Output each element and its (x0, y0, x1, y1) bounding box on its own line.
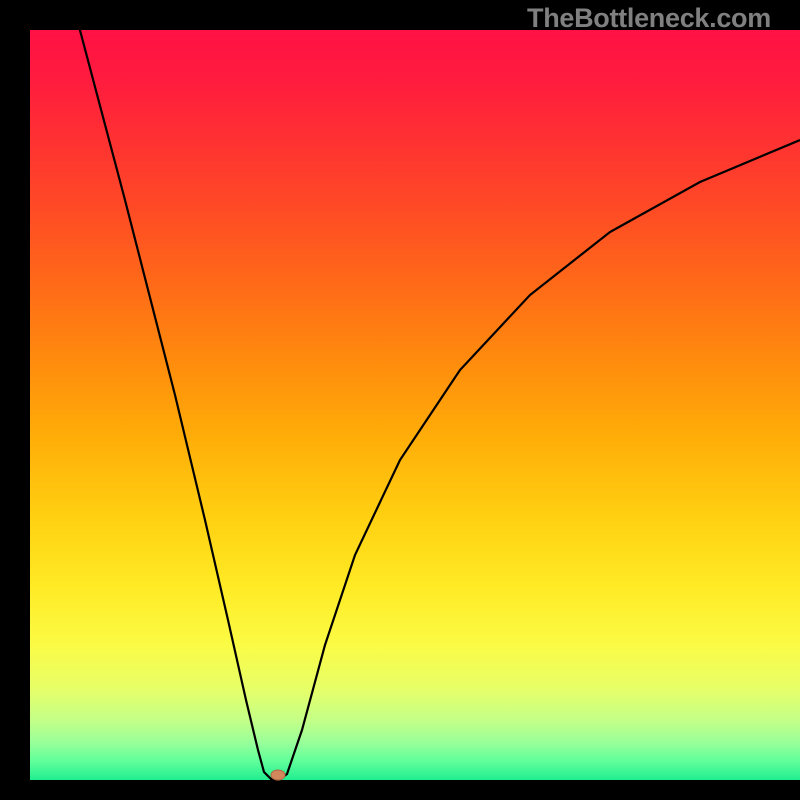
bottleneck-chart (0, 0, 800, 800)
optimal-point-marker (271, 770, 285, 780)
chart-container: TheBottleneck.com (0, 0, 800, 800)
gradient-background (30, 30, 800, 780)
watermark-text: TheBottleneck.com (527, 3, 771, 34)
